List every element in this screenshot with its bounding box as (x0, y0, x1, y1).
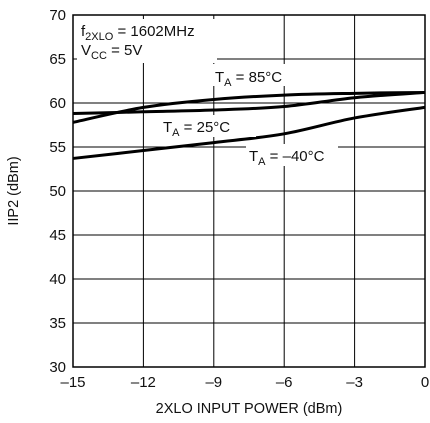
x-tick-label: –9 (205, 374, 222, 391)
y-tick-label: 50 (49, 183, 66, 200)
series-line-2 (72, 105, 426, 160)
y-tick-label: 30 (49, 359, 66, 376)
y-tick-label: 55 (49, 139, 66, 156)
series-label-minus40: TA = –40°C (249, 148, 325, 168)
x-tick-labels: –15 –12 –9 –6 –3 0 (60, 374, 429, 391)
series-lines (72, 90, 426, 160)
annotation-frequency: f2XLO = 1602MHz (81, 23, 195, 43)
x-axis-title: 2XLO INPUT POWER (dBm) (156, 401, 343, 417)
series-label-background-25 (160, 115, 256, 137)
plot-frame (72, 14, 426, 368)
series-label-background-85 (212, 64, 308, 86)
series-line-1 (72, 90, 426, 116)
x-tick-label: –6 (276, 374, 293, 391)
series-line-0 (72, 90, 426, 124)
x-tick-label: –15 (60, 374, 85, 391)
series-label-85: TA = 85°C (215, 69, 282, 89)
y-tick-label: 40 (49, 271, 66, 288)
y-axis-title: IIP2 (dBm) (6, 156, 22, 225)
y-tick-label: 35 (49, 315, 66, 332)
y-tick-label: 45 (49, 227, 66, 244)
annotation-vcc: VCC = 5V (81, 42, 142, 62)
y-tick-label: 60 (49, 95, 66, 112)
x-tick-label: –12 (131, 374, 156, 391)
series-label-background-minus40 (246, 144, 338, 166)
annotation-background (77, 19, 217, 63)
x-tick-label: –3 (346, 374, 363, 391)
y-tick-labels: 30 35 40 45 50 55 60 65 70 (49, 7, 66, 376)
x-tick-label: 0 (421, 374, 429, 391)
y-tick-label: 65 (49, 51, 66, 68)
series-label-25: TA = 25°C (163, 119, 230, 139)
y-tick-label: 70 (49, 7, 66, 24)
